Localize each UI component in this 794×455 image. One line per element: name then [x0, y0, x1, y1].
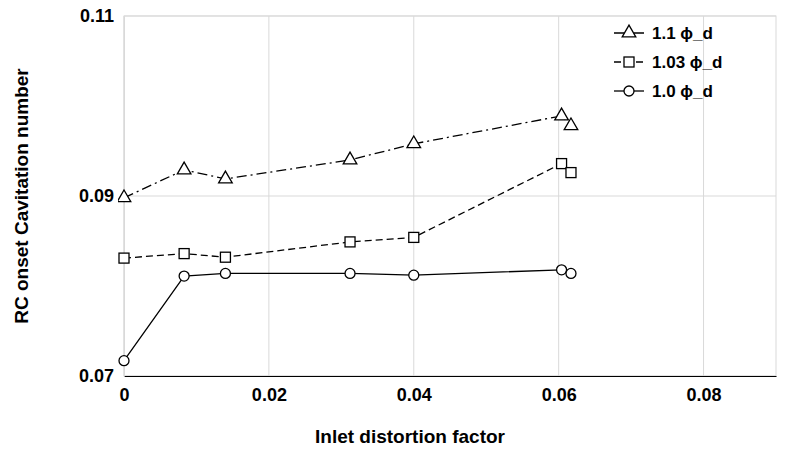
plot: 0 0.02 0.04 0.06 0.08 0.07 0.09 0.11 — [79, 6, 777, 405]
y-grid-line — [124, 16, 776, 17]
series-marker — [220, 252, 230, 262]
series-marker — [345, 237, 355, 247]
legend-marker — [622, 25, 636, 37]
series-marker — [177, 162, 191, 174]
series-line — [124, 116, 571, 198]
series-marker — [566, 268, 576, 278]
grid — [124, 16, 776, 376]
y-tick-label: 0.11 — [80, 6, 114, 26]
y-grid-line — [124, 376, 776, 377]
y-tick: 0.09 — [79, 186, 124, 206]
x-axis-line — [125, 376, 777, 377]
legend-marker — [624, 57, 634, 67]
series-marker — [557, 265, 567, 275]
y-tick: 0.11 — [80, 6, 124, 26]
x-axis: 0 0.02 0.04 0.06 0.08 — [119, 376, 776, 405]
series-marker — [343, 152, 357, 164]
legend-label: 1.0 ϕ_d — [652, 82, 713, 101]
series-marker — [119, 356, 129, 366]
x-tick: 0.08 — [687, 376, 722, 405]
x-axis-title: Inlet distortion factor — [315, 426, 506, 447]
x-tick: 0 — [119, 376, 129, 405]
legend-label: 1.03 ϕ_d — [652, 53, 722, 72]
series-marker — [566, 168, 576, 178]
series-marker — [407, 136, 421, 148]
legend-label: 1.1 ϕ_d — [652, 24, 713, 43]
legend-marker — [624, 86, 634, 96]
series-marker — [219, 171, 233, 183]
x-tick: 0.02 — [252, 376, 287, 405]
series-marker — [555, 108, 569, 120]
series-marker — [179, 249, 189, 259]
series-marker — [345, 268, 355, 278]
marks — [118, 108, 578, 366]
x-tick-label: 0.02 — [252, 385, 287, 405]
x-tick-label: 0.08 — [687, 385, 722, 405]
series-marker — [409, 232, 419, 242]
series-marker — [409, 270, 419, 280]
series-marker — [220, 268, 230, 278]
y-axis: 0.07 0.09 0.11 — [79, 6, 125, 386]
series-marker — [118, 190, 131, 202]
plot-frame — [124, 16, 776, 376]
y-tick-label: 0.09 — [79, 186, 114, 206]
x-tick-label: 0 — [119, 385, 129, 405]
x-tick-label: 0.06 — [542, 385, 577, 405]
legend-item: 1.03 ϕ_d — [614, 53, 722, 72]
y-axis-title: RC onset Cavitation number — [11, 68, 32, 324]
series-line — [124, 270, 571, 361]
legend-item: 1.0 ϕ_d — [614, 82, 713, 101]
chart: 0 0.02 0.04 0.06 0.08 0.07 0.09 0.11 Inlet disto… — [0, 0, 794, 455]
y-grid-line — [124, 196, 776, 197]
x-tick-label: 0.04 — [397, 385, 432, 405]
legend: 1.1 ϕ_d 1.03 ϕ_d 1.0 ϕ_d — [614, 24, 722, 101]
series-marker — [557, 159, 567, 169]
x-tick: 0.04 — [397, 376, 432, 405]
series-line — [124, 164, 571, 259]
y-tick: 0.07 — [79, 366, 124, 386]
x-tick: 0.06 — [542, 376, 577, 405]
y-tick-label: 0.07 — [79, 366, 114, 386]
legend-item: 1.1 ϕ_d — [614, 24, 713, 43]
series-marker — [179, 271, 189, 281]
series-marker — [564, 118, 578, 130]
series-marker — [119, 253, 129, 263]
